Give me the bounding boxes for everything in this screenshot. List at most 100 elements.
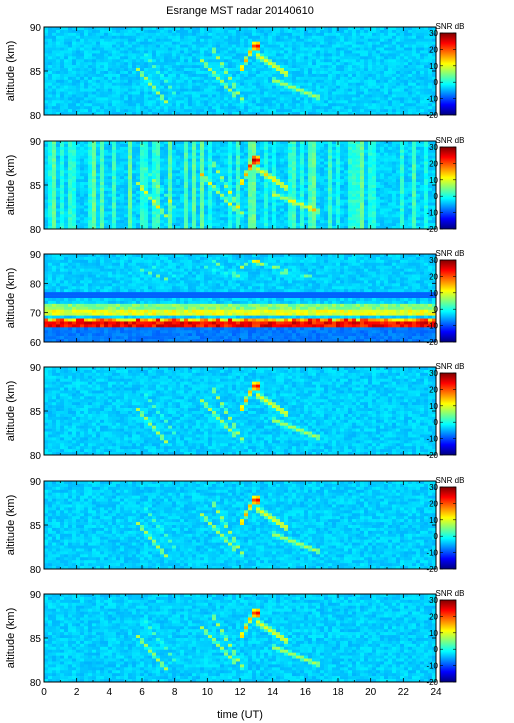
x-tick-label: 16 (300, 687, 312, 698)
colorbar-tick-label: 10 (429, 402, 438, 411)
y-axis-label: altitude (km) (5, 495, 17, 556)
x-tick-label: 22 (398, 687, 410, 698)
heatmap-cells (44, 367, 436, 455)
x-tick-label: 0 (41, 687, 47, 698)
y-tick-label: 85 (30, 634, 42, 645)
colorbar-tick-label: 30 (429, 369, 438, 378)
colorbar-tick-label: 30 (429, 596, 438, 605)
y-tick-label: 90 (30, 590, 42, 601)
x-tick-label: 4 (107, 687, 113, 698)
colorbar-scale (440, 600, 456, 682)
colorbar-tick-label: -20 (426, 338, 438, 347)
y-tick-label: 80 (30, 678, 42, 689)
colorbar-tick-label: 20 (429, 612, 438, 621)
y-tick-label: 90 (30, 23, 42, 34)
colorbar-tick-label: 10 (429, 62, 438, 71)
colorbar-tick-label: 30 (429, 29, 438, 38)
colorbar-tick-label: -10 (426, 662, 438, 671)
y-tick-label: 80 (30, 111, 42, 122)
colorbar-tick-label: -20 (426, 451, 438, 460)
colorbar-tick-label: 20 (429, 45, 438, 54)
colorbar-tick-label: 0 (434, 532, 439, 541)
y-axis-label: altitude (km) (5, 155, 17, 216)
colorbar-label: SNR dB (436, 136, 465, 145)
y-tick-label: 85 (30, 521, 42, 532)
y-tick-label: 90 (30, 363, 42, 374)
colorbar-label: SNR dB (436, 249, 465, 258)
colorbar-label: SNR dB (436, 589, 465, 598)
colorbar-tick-label: 30 (429, 256, 438, 265)
colorbar-scale (440, 260, 456, 342)
x-tick-label: 14 (267, 687, 279, 698)
colorbar-tick-label: 10 (429, 176, 438, 185)
heatmap-cells (44, 254, 436, 342)
x-tick-label: 8 (172, 687, 178, 698)
colorbar-tick-label: -20 (426, 678, 438, 687)
y-tick-label: 85 (30, 67, 42, 78)
y-axis-label: altitude (km) (5, 381, 17, 442)
colorbar-label: SNR dB (436, 362, 465, 371)
heatmap-cells (44, 27, 436, 115)
colorbar-tick-label: 10 (429, 289, 438, 298)
colorbar-scale (440, 147, 456, 229)
x-tick-label: 12 (234, 687, 246, 698)
heatmap-cells (44, 141, 436, 229)
y-tick-label: 80 (30, 279, 42, 290)
x-tick-labels: 0 2 4 6 8 10 12 14 16 18 20 22 24 (41, 687, 442, 698)
colorbar-tick-label: 20 (429, 272, 438, 281)
colorbar-tick-label: 20 (429, 385, 438, 394)
colorbar-tick-label: -10 (426, 95, 438, 104)
colorbar-tick-label: 0 (434, 305, 439, 314)
colorbar-tick-label: -20 (426, 225, 438, 234)
colorbar-tick-label: 10 (429, 516, 438, 525)
colorbar-tick-label: 20 (429, 159, 438, 168)
colorbar-tick-label: -10 (426, 549, 438, 558)
x-tick-label: 20 (365, 687, 377, 698)
colorbar-tick-label: 30 (429, 483, 438, 492)
y-tick-label: 80 (30, 451, 42, 462)
colorbar-tick-label: 0 (434, 78, 439, 87)
x-tick-label: 6 (139, 687, 145, 698)
colorbar-tick-label: -20 (426, 565, 438, 574)
x-tick-label: 18 (332, 687, 344, 698)
colorbar-tick-label: -10 (426, 322, 438, 331)
y-axis-label: altitude (km) (5, 268, 17, 329)
heatmap-cells (44, 594, 436, 682)
colorbar-tick-label: 0 (434, 192, 439, 201)
y-tick-label: 80 (30, 225, 42, 236)
colorbar-tick-label: 20 (429, 499, 438, 508)
colorbar-scale (440, 33, 456, 115)
colorbar-tick-label: 0 (434, 418, 439, 427)
y-axis-label: altitude (km) (5, 41, 17, 102)
y-tick-label: 70 (30, 309, 42, 320)
colorbar-label: SNR dB (436, 476, 465, 485)
y-tick-label: 90 (30, 250, 42, 261)
x-tick-label: 10 (202, 687, 214, 698)
x-axis-label: time (UT) (217, 709, 263, 721)
y-tick-label: 85 (30, 407, 42, 418)
y-tick-label: 85 (30, 181, 42, 192)
x-tick-label: 2 (74, 687, 80, 698)
colorbar-scale (440, 487, 456, 569)
heatmap-cells (44, 481, 436, 569)
y-tick-label: 90 (30, 477, 42, 488)
y-tick-label: 60 (30, 338, 42, 349)
colorbar-tick-label: -20 (426, 111, 438, 120)
colorbar-tick-label: -10 (426, 209, 438, 218)
colorbar-tick-label: 0 (434, 645, 439, 654)
x-tick-label: 24 (430, 687, 442, 698)
colorbar-label: SNR dB (436, 22, 465, 31)
y-axis-label: altitude (km) (5, 608, 17, 669)
colorbar-tick-label: -10 (426, 435, 438, 444)
figure-title: Esrange MST radar 20140610 (166, 5, 314, 17)
colorbar-scale (440, 373, 456, 455)
colorbar-tick-label: 30 (429, 143, 438, 152)
